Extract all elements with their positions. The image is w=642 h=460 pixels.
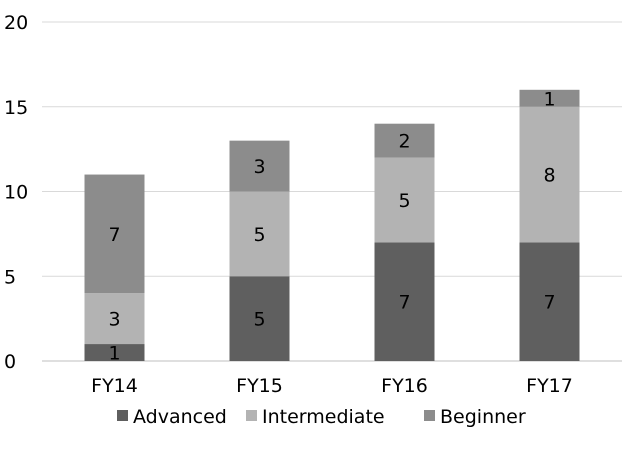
data-label: 1 (108, 343, 120, 365)
legend-swatch-intermediate (246, 410, 257, 421)
bar-segment-advanced-fy14 (84, 344, 145, 361)
legend-swatch-advanced (117, 410, 128, 421)
bar-segment-advanced-fy15 (229, 276, 290, 361)
legend-swatch-beginner (424, 410, 435, 421)
data-label: 7 (543, 292, 555, 314)
data-label: 7 (108, 224, 120, 246)
data-label: 5 (253, 224, 265, 246)
bar-segment-intermediate-fy16 (374, 157, 435, 243)
bar-segment-advanced-fy17 (519, 242, 580, 361)
x-tick-label: FY16 (381, 375, 428, 397)
data-labels: 1 3 7 5 5 3 7 5 2 7 8 1 (108, 88, 555, 364)
data-label: 5 (398, 190, 410, 212)
data-label: 3 (253, 156, 265, 178)
bar-segment-beginner-fy16 (374, 123, 435, 158)
bar-segment-beginner-fy17 (519, 89, 580, 107)
bar-segment-beginner-fy14 (84, 174, 145, 294)
x-tick-label: FY15 (236, 375, 283, 397)
data-label: 5 (253, 309, 265, 331)
bar-segment-intermediate-fy15 (229, 191, 290, 277)
legend-label-advanced: Advanced (133, 406, 227, 428)
legend-label-intermediate: Intermediate (262, 406, 385, 428)
bar-segment-advanced-fy16 (374, 242, 435, 361)
y-axis-ticks: 0 5 10 15 20 (4, 12, 28, 373)
bars (84, 89, 580, 361)
y-tick-label: 0 (4, 351, 16, 373)
data-label: 2 (398, 131, 410, 153)
y-tick-label: 10 (4, 182, 28, 204)
y-tick-label: 20 (4, 12, 28, 34)
data-label: 3 (108, 309, 120, 331)
legend-label-beginner: Beginner (440, 406, 526, 428)
data-label: 1 (543, 88, 555, 110)
bar-segment-intermediate-fy14 (84, 293, 145, 345)
y-tick-label: 5 (4, 266, 16, 288)
legend: Advanced Intermediate Beginner (117, 406, 526, 428)
data-label: 8 (543, 165, 555, 187)
data-label: 7 (398, 292, 410, 314)
y-tick-label: 15 (4, 97, 28, 119)
x-tick-label: FY17 (526, 375, 573, 397)
bar-segment-intermediate-fy17 (519, 106, 580, 243)
bar-segment-beginner-fy15 (229, 140, 290, 192)
x-axis-ticks: FY14 FY15 FY16 FY17 (91, 375, 573, 397)
x-tick-label: FY14 (91, 375, 138, 397)
